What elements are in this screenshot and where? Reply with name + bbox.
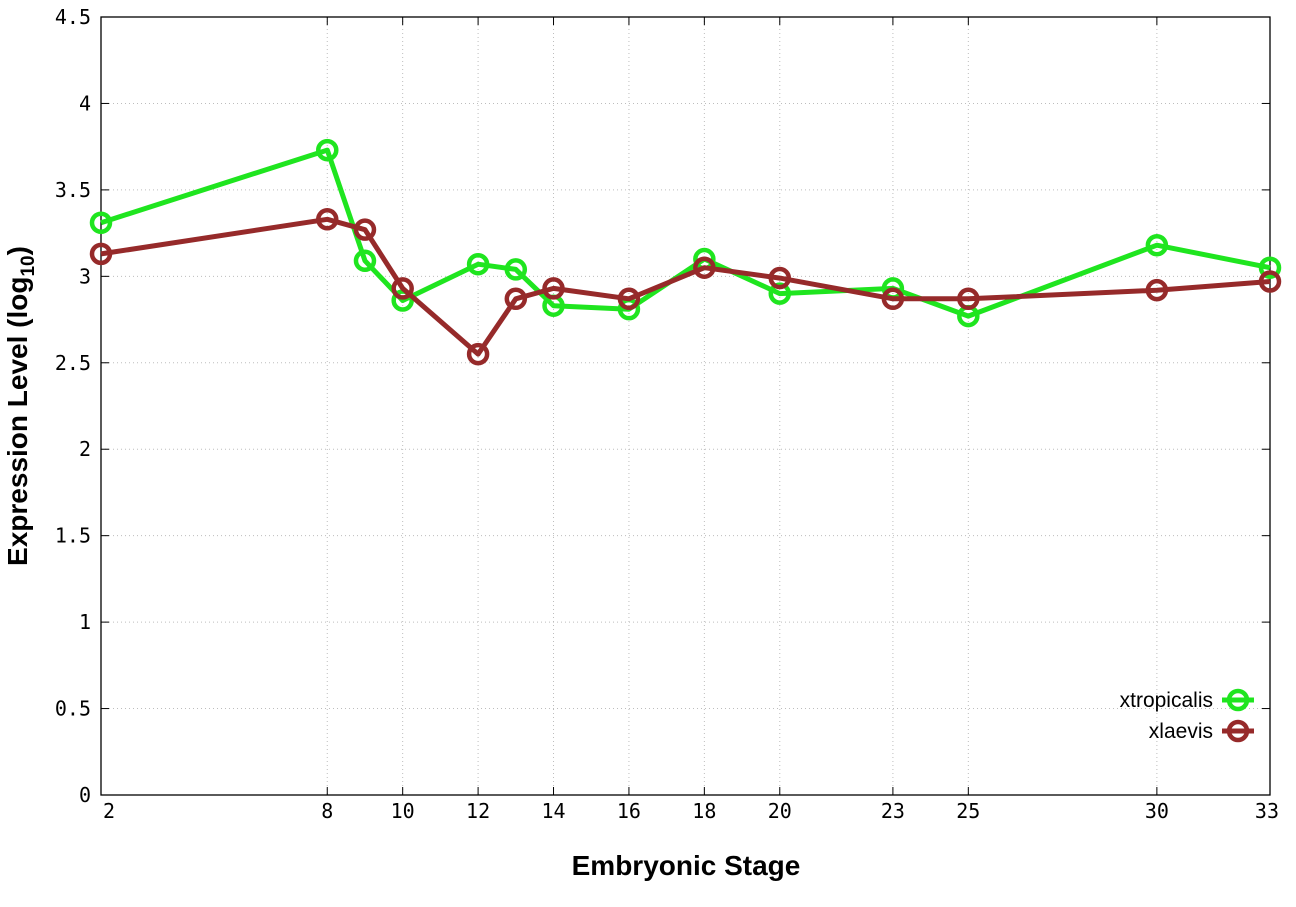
series-line-xlaevis bbox=[100, 216, 1271, 357]
x-tick-label: 14 bbox=[541, 799, 565, 823]
legend-label-xtropicalis: xtropicalis bbox=[1120, 689, 1213, 712]
y-tick-label: 1.5 bbox=[55, 524, 91, 548]
series-xtropicalis bbox=[89, 138, 1282, 328]
data-point-xlaevis bbox=[542, 277, 565, 300]
data-point-xtropicalis bbox=[353, 249, 377, 273]
y-axis-title-close: ) bbox=[2, 246, 33, 255]
y-axis-title: Expression Level (log10) bbox=[2, 246, 39, 566]
y-axis-title-subscript: 10 bbox=[18, 255, 39, 276]
legend-marker-xtropicalis bbox=[1226, 688, 1250, 712]
data-point-xtropicalis bbox=[1145, 233, 1169, 257]
data-point-xlaevis bbox=[617, 287, 641, 311]
data-point-xlaevis bbox=[881, 287, 905, 311]
data-point-xtropicalis bbox=[466, 252, 490, 276]
data-point-xtropicalis bbox=[504, 258, 528, 281]
data-point-xtropicalis bbox=[768, 282, 792, 305]
y-tick-label: 4 bbox=[79, 91, 91, 115]
data-point-xtropicalis bbox=[89, 211, 113, 234]
data-point-xtropicalis bbox=[316, 138, 339, 162]
data-point-xlaevis bbox=[1145, 278, 1169, 302]
data-point-xlaevis bbox=[504, 287, 528, 311]
y-tick-label: 4.5 bbox=[55, 5, 91, 29]
data-point-xlaevis bbox=[89, 242, 113, 266]
y-tick-label: 0.5 bbox=[55, 697, 91, 721]
data-point-xlaevis bbox=[316, 208, 339, 231]
legend-label-xlaevis: xlaevis bbox=[1149, 720, 1213, 743]
y-tick-label: 1 bbox=[79, 610, 91, 634]
x-tick-label: 33 bbox=[1255, 799, 1279, 823]
y-tick-label: 0 bbox=[79, 783, 91, 807]
x-tick-label: 16 bbox=[617, 799, 641, 823]
series-lines bbox=[89, 138, 1282, 366]
y-tick-label: 2.5 bbox=[55, 351, 91, 375]
data-point-xlaevis bbox=[693, 256, 716, 279]
x-tick-label: 18 bbox=[692, 799, 716, 823]
x-tick-label: 10 bbox=[391, 799, 415, 823]
data-point-xlaevis bbox=[391, 277, 414, 300]
data-point-xlaevis bbox=[466, 342, 490, 366]
data-point-xlaevis bbox=[1258, 270, 1282, 293]
legend: xtropicalis xlaevis bbox=[1120, 688, 1254, 743]
y-tick-label: 3 bbox=[79, 264, 91, 288]
x-axis-title: Embryonic Stage bbox=[572, 850, 801, 881]
x-tick-label: 12 bbox=[466, 799, 490, 823]
x-tick-label: 2 bbox=[103, 799, 115, 823]
plot-frame bbox=[100, 16, 1271, 796]
data-point-xlaevis bbox=[353, 218, 377, 241]
data-point-xtropicalis bbox=[1258, 256, 1282, 279]
x-tick-label: 25 bbox=[956, 799, 980, 823]
grid-lines bbox=[101, 17, 1270, 795]
series-xlaevis bbox=[89, 208, 1282, 366]
x-tick-label: 20 bbox=[768, 799, 792, 823]
x-tick-label: 8 bbox=[321, 799, 333, 823]
y-tick-label: 3.5 bbox=[55, 178, 91, 202]
x-tick-label: 30 bbox=[1145, 799, 1169, 823]
x-tick-label: 23 bbox=[881, 799, 905, 823]
data-point-xlaevis bbox=[957, 287, 980, 311]
legend-marker-xlaevis bbox=[1226, 719, 1250, 743]
y-axis-title-main: Expression Level (log bbox=[2, 277, 33, 566]
axis-ticks: 0 0.5 1 1.5 2 2.5 3 3.5 4 4.5 2 8 10 12 14 16 18 20 23 25 30… bbox=[55, 5, 1279, 823]
data-point-xlaevis bbox=[768, 266, 792, 290]
y-tick-label: 2 bbox=[79, 437, 91, 461]
